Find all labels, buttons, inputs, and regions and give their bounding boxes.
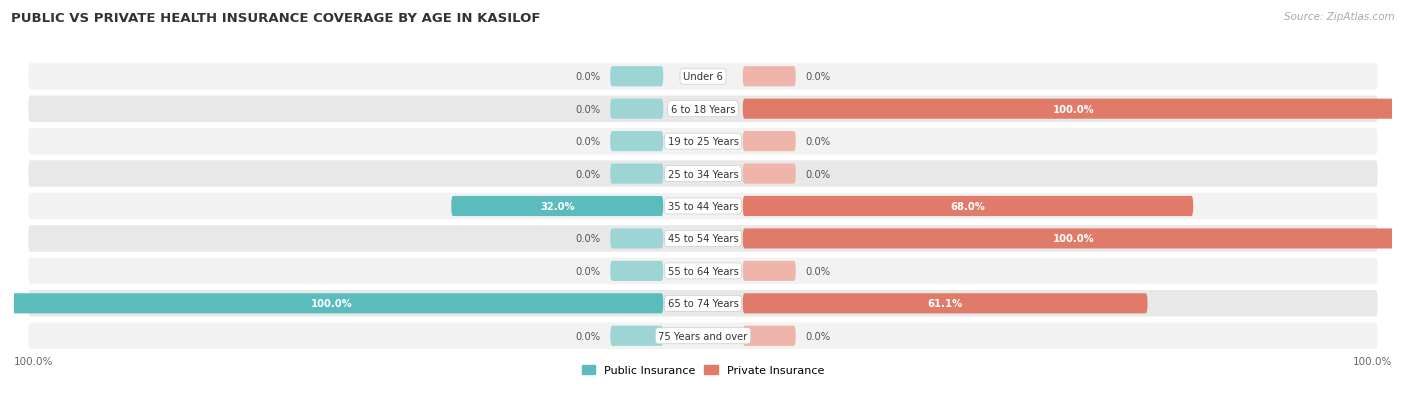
Text: 35 to 44 Years: 35 to 44 Years bbox=[668, 202, 738, 211]
FancyBboxPatch shape bbox=[27, 95, 1379, 123]
FancyBboxPatch shape bbox=[742, 164, 796, 184]
FancyBboxPatch shape bbox=[610, 132, 664, 152]
FancyBboxPatch shape bbox=[27, 63, 1379, 91]
FancyBboxPatch shape bbox=[27, 322, 1379, 350]
FancyBboxPatch shape bbox=[610, 326, 664, 346]
Text: 65 to 74 Years: 65 to 74 Years bbox=[668, 299, 738, 309]
Text: 0.0%: 0.0% bbox=[575, 169, 600, 179]
Text: 25 to 34 Years: 25 to 34 Years bbox=[668, 169, 738, 179]
Text: 55 to 64 Years: 55 to 64 Years bbox=[668, 266, 738, 276]
Text: 75 Years and over: 75 Years and over bbox=[658, 331, 748, 341]
FancyBboxPatch shape bbox=[742, 229, 1405, 249]
Text: 0.0%: 0.0% bbox=[806, 331, 831, 341]
Text: 61.1%: 61.1% bbox=[928, 299, 963, 309]
FancyBboxPatch shape bbox=[742, 132, 796, 152]
Text: 0.0%: 0.0% bbox=[806, 169, 831, 179]
Text: 68.0%: 68.0% bbox=[950, 202, 986, 211]
Text: 100.0%: 100.0% bbox=[1053, 234, 1095, 244]
FancyBboxPatch shape bbox=[27, 128, 1379, 156]
FancyBboxPatch shape bbox=[610, 261, 664, 281]
Text: 0.0%: 0.0% bbox=[575, 266, 600, 276]
Text: 0.0%: 0.0% bbox=[806, 266, 831, 276]
FancyBboxPatch shape bbox=[27, 225, 1379, 253]
Text: 0.0%: 0.0% bbox=[806, 72, 831, 82]
FancyBboxPatch shape bbox=[610, 100, 664, 119]
Text: 6 to 18 Years: 6 to 18 Years bbox=[671, 104, 735, 114]
FancyBboxPatch shape bbox=[742, 261, 796, 281]
Text: 100.0%: 100.0% bbox=[14, 356, 53, 366]
FancyBboxPatch shape bbox=[742, 197, 1194, 216]
Legend: Public Insurance, Private Insurance: Public Insurance, Private Insurance bbox=[578, 361, 828, 380]
FancyBboxPatch shape bbox=[610, 67, 664, 87]
Text: 100.0%: 100.0% bbox=[1053, 104, 1095, 114]
Text: Source: ZipAtlas.com: Source: ZipAtlas.com bbox=[1284, 12, 1395, 22]
FancyBboxPatch shape bbox=[27, 192, 1379, 221]
FancyBboxPatch shape bbox=[27, 290, 1379, 318]
FancyBboxPatch shape bbox=[610, 229, 664, 249]
Text: Under 6: Under 6 bbox=[683, 72, 723, 82]
FancyBboxPatch shape bbox=[742, 326, 796, 346]
Text: 32.0%: 32.0% bbox=[540, 202, 575, 211]
Text: PUBLIC VS PRIVATE HEALTH INSURANCE COVERAGE BY AGE IN KASILOF: PUBLIC VS PRIVATE HEALTH INSURANCE COVER… bbox=[11, 12, 541, 25]
FancyBboxPatch shape bbox=[610, 164, 664, 184]
Text: 0.0%: 0.0% bbox=[575, 104, 600, 114]
Text: 19 to 25 Years: 19 to 25 Years bbox=[668, 137, 738, 147]
FancyBboxPatch shape bbox=[742, 294, 1147, 313]
FancyBboxPatch shape bbox=[27, 160, 1379, 188]
FancyBboxPatch shape bbox=[27, 257, 1379, 285]
Text: 0.0%: 0.0% bbox=[575, 234, 600, 244]
FancyBboxPatch shape bbox=[742, 100, 1405, 119]
FancyBboxPatch shape bbox=[451, 197, 664, 216]
Text: 0.0%: 0.0% bbox=[575, 137, 600, 147]
Text: 100.0%: 100.0% bbox=[1353, 356, 1392, 366]
Text: 100.0%: 100.0% bbox=[311, 299, 353, 309]
FancyBboxPatch shape bbox=[1, 294, 664, 313]
Text: 0.0%: 0.0% bbox=[575, 331, 600, 341]
Text: 0.0%: 0.0% bbox=[575, 72, 600, 82]
Text: 45 to 54 Years: 45 to 54 Years bbox=[668, 234, 738, 244]
Text: 0.0%: 0.0% bbox=[806, 137, 831, 147]
FancyBboxPatch shape bbox=[742, 67, 796, 87]
